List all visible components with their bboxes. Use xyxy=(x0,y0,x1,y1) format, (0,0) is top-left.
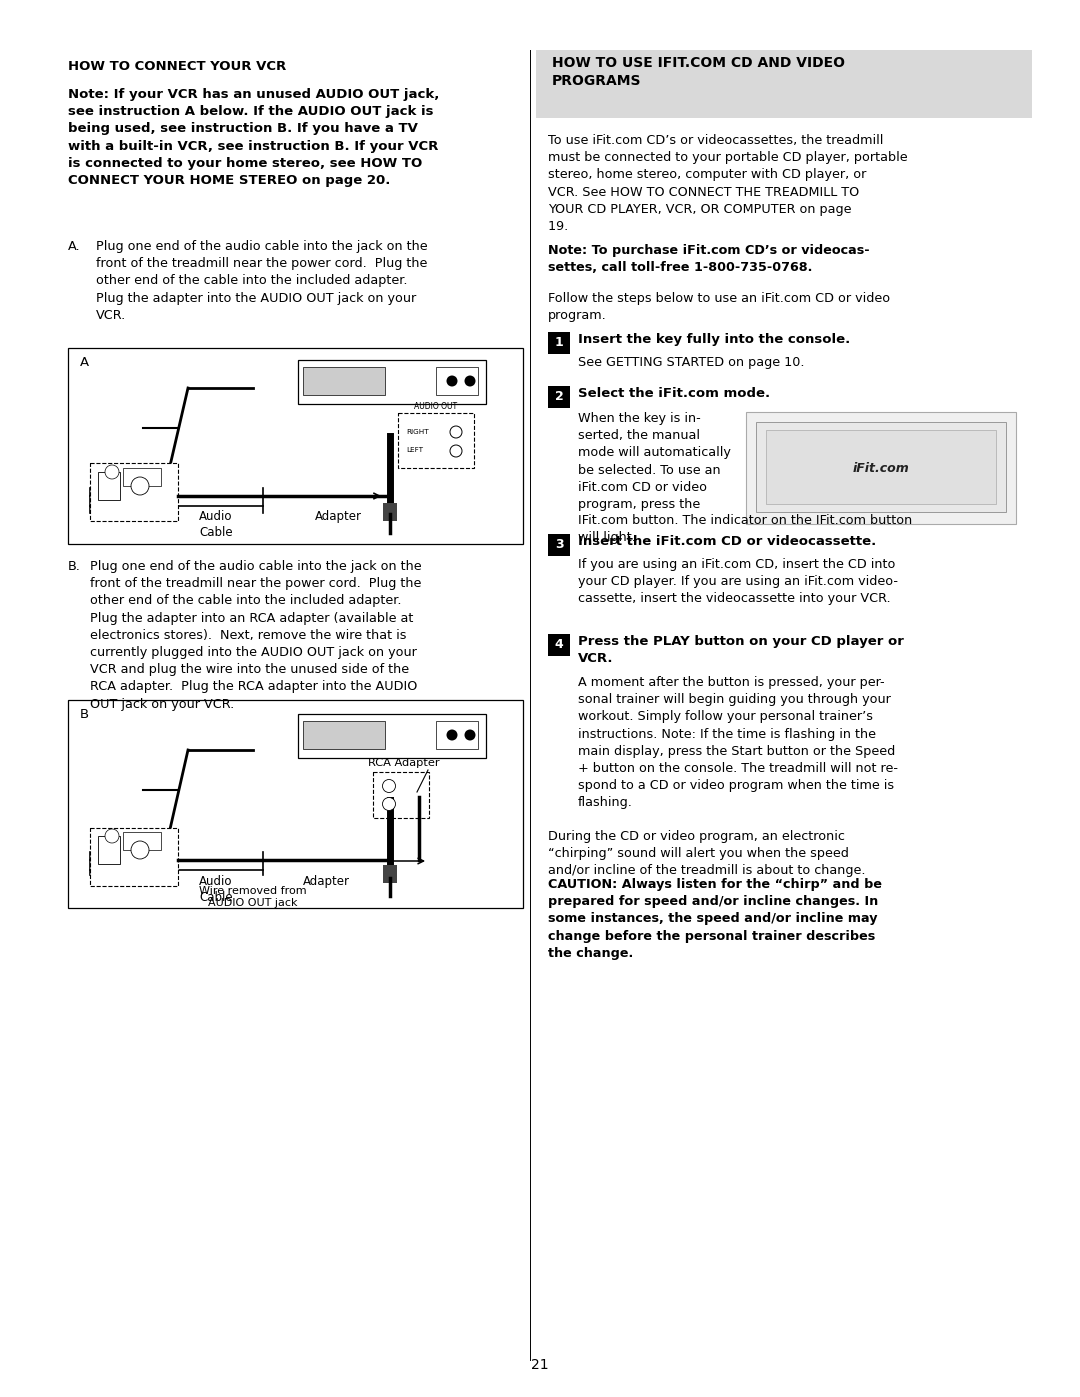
Text: 2: 2 xyxy=(555,391,564,404)
Text: If you are using an iFit.com CD, insert the CD into
your CD player. If you are u: If you are using an iFit.com CD, insert … xyxy=(578,557,897,605)
Circle shape xyxy=(446,376,458,387)
Circle shape xyxy=(450,446,462,457)
Text: Adapter: Adapter xyxy=(314,510,362,522)
Text: Select the iFit.com mode.: Select the iFit.com mode. xyxy=(578,387,770,400)
Bar xyxy=(436,367,478,395)
Text: B.: B. xyxy=(68,560,81,573)
Circle shape xyxy=(450,426,462,439)
Bar xyxy=(436,721,478,749)
Bar xyxy=(68,348,523,543)
Text: 1: 1 xyxy=(555,337,564,349)
Text: AUDIO OUT: AUDIO OUT xyxy=(415,402,458,411)
Text: HOW TO USE IFIT.COM CD AND VIDEO
PROGRAMS: HOW TO USE IFIT.COM CD AND VIDEO PROGRAM… xyxy=(552,56,845,88)
Text: iFit.com: iFit.com xyxy=(852,461,909,475)
Text: Adapter: Adapter xyxy=(302,875,350,888)
Text: Note: To purchase iFit.com CD’s or videocas-
settes, call toll-free 1-800-735-07: Note: To purchase iFit.com CD’s or video… xyxy=(548,244,869,274)
Circle shape xyxy=(131,476,149,495)
Text: A.: A. xyxy=(68,240,81,253)
Bar xyxy=(123,468,161,486)
Bar xyxy=(298,714,486,759)
Bar xyxy=(766,430,996,504)
Bar xyxy=(68,700,523,908)
Text: B: B xyxy=(80,708,90,721)
Bar xyxy=(298,360,486,404)
Text: 21: 21 xyxy=(531,1358,549,1372)
Text: Plug one end of the audio cable into the jack on the
front of the treadmill near: Plug one end of the audio cable into the… xyxy=(96,240,428,321)
Circle shape xyxy=(382,798,395,810)
Bar xyxy=(383,865,397,883)
Text: LEFT: LEFT xyxy=(406,447,423,453)
Circle shape xyxy=(382,780,395,792)
Text: To use iFit.com CD’s or videocassettes, the treadmill
must be connected to your : To use iFit.com CD’s or videocassettes, … xyxy=(548,134,907,233)
Circle shape xyxy=(131,841,149,859)
Text: Note: If your VCR has an unused AUDIO OUT jack,
see instruction A below. If the : Note: If your VCR has an unused AUDIO OU… xyxy=(68,88,440,187)
Text: IFit.com button. The indicator on the IFit.com button
will light.: IFit.com button. The indicator on the IF… xyxy=(578,514,913,545)
Bar xyxy=(90,462,178,521)
Text: RCA Adapter: RCA Adapter xyxy=(368,759,440,768)
Text: When the key is in-
serted, the manual
mode will automatically
be selected. To u: When the key is in- serted, the manual m… xyxy=(578,412,731,511)
Bar xyxy=(98,472,120,500)
Text: RIGHT: RIGHT xyxy=(406,429,429,434)
Text: Plug one end of the audio cable into the jack on the
front of the treadmill near: Plug one end of the audio cable into the… xyxy=(90,560,421,711)
Bar xyxy=(399,414,474,468)
Bar xyxy=(303,721,384,749)
Text: Follow the steps below to use an iFit.com CD or video
program.: Follow the steps below to use an iFit.co… xyxy=(548,292,890,323)
Circle shape xyxy=(464,729,475,740)
Text: Insert the iFit.com CD or videocassette.: Insert the iFit.com CD or videocassette. xyxy=(578,535,876,548)
Text: HOW TO CONNECT YOUR VCR: HOW TO CONNECT YOUR VCR xyxy=(68,60,286,73)
Text: See GETTING STARTED on page 10.: See GETTING STARTED on page 10. xyxy=(578,356,805,369)
Bar xyxy=(373,773,429,819)
Bar xyxy=(383,503,397,521)
Bar xyxy=(548,332,570,353)
Text: CAUTION: Always listen for the “chirp” and be
prepared for speed and/or incline : CAUTION: Always listen for the “chirp” a… xyxy=(548,877,882,960)
Text: Insert the key fully into the console.: Insert the key fully into the console. xyxy=(578,332,850,346)
Circle shape xyxy=(105,828,119,842)
Text: Wire removed from
AUDIO OUT jack: Wire removed from AUDIO OUT jack xyxy=(199,886,307,908)
Text: A moment after the button is pressed, your per-
sonal trainer will begin guiding: A moment after the button is pressed, yo… xyxy=(578,676,897,809)
Bar xyxy=(548,634,570,657)
Text: Audio
Cable: Audio Cable xyxy=(199,510,233,539)
Bar xyxy=(756,422,1005,511)
Circle shape xyxy=(105,465,119,479)
Bar xyxy=(303,367,384,395)
Text: Audio
Cable: Audio Cable xyxy=(199,875,233,904)
Bar xyxy=(123,833,161,849)
Bar xyxy=(548,534,570,556)
Bar xyxy=(90,828,178,886)
Text: A: A xyxy=(80,356,90,369)
Bar xyxy=(548,386,570,408)
Bar xyxy=(98,835,120,863)
Bar xyxy=(746,412,1016,524)
Circle shape xyxy=(464,376,475,387)
Text: 3: 3 xyxy=(555,538,564,552)
Text: 4: 4 xyxy=(555,638,564,651)
Circle shape xyxy=(446,729,458,740)
Bar xyxy=(536,50,1032,117)
Text: During the CD or video program, an electronic
“chirping” sound will alert you wh: During the CD or video program, an elect… xyxy=(548,830,865,877)
Text: Press the PLAY button on your CD player or
VCR.: Press the PLAY button on your CD player … xyxy=(578,636,904,665)
